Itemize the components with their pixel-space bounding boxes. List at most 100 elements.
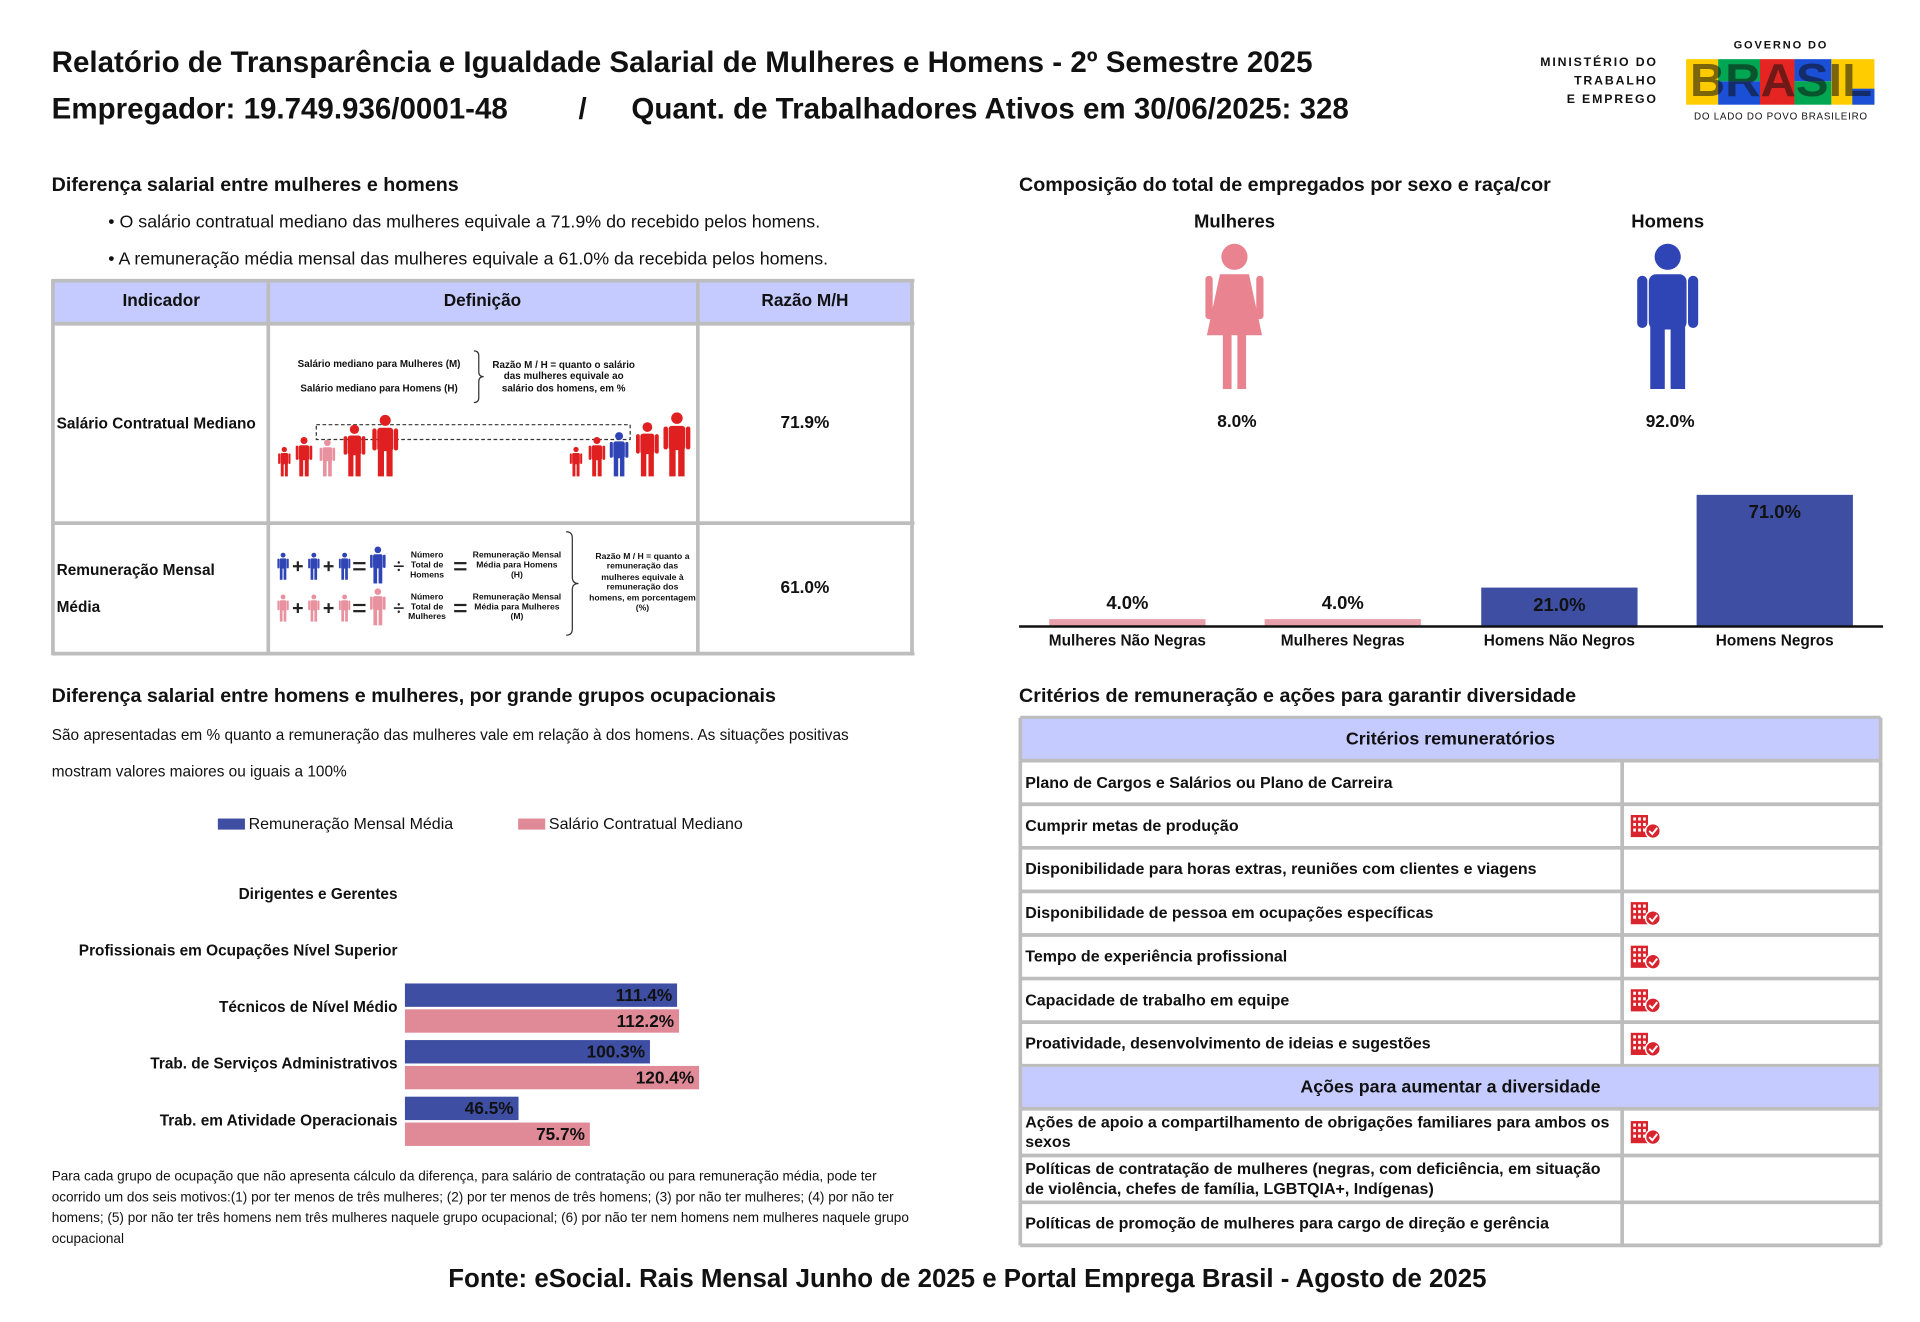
ministry-logo-text: TRABALHO — [1574, 74, 1658, 88]
icon-badge — [1644, 953, 1662, 970]
icon-window — [1643, 1040, 1646, 1044]
logo-block — [1794, 81, 1832, 105]
separator: / — [578, 93, 586, 126]
icon-leg — [304, 459, 309, 477]
employer: Empregador: 19.749.936/0001-48 — [52, 93, 508, 126]
indicator-box: Salário Contratual Mediano — [57, 324, 266, 523]
icon-tick — [1648, 1133, 1658, 1142]
criterion-label-box: Proatividade, desenvolvimento de ideias … — [1025, 1022, 1616, 1066]
icon-window — [1643, 828, 1646, 832]
icon-leg — [341, 609, 345, 622]
icon-window — [1643, 1035, 1646, 1039]
criterion-label: Tempo de experiência profissional — [1025, 946, 1288, 966]
icon-arm — [654, 434, 659, 454]
category-label: Homens Não Negros — [1484, 632, 1635, 649]
icon-arm — [370, 596, 373, 610]
icon-body — [591, 445, 603, 461]
indicator-wrap: Salário Contratual Mediano — [57, 324, 266, 523]
icon-head — [349, 424, 360, 434]
criterion-label-box: Ações de apoio a compartilhamento de obr… — [1025, 1109, 1616, 1156]
icon-tick — [1648, 1001, 1658, 1010]
icon-head — [311, 594, 317, 600]
definition-text-box: Remuneração Mensal Média para Homens (H) — [473, 551, 562, 579]
icon-window — [1643, 822, 1646, 827]
icon-body — [347, 435, 362, 456]
bar — [404, 1065, 700, 1090]
column-header: Indicador — [122, 290, 200, 310]
icon-leg — [322, 460, 327, 477]
check-icon — [1630, 814, 1662, 840]
check-icon — [1630, 989, 1662, 1014]
footnote: Para cada grupo de ocupação que não apre… — [51, 1169, 909, 1247]
section-title: Diferença salarial entre homens e mulher… — [52, 685, 776, 707]
icon-head — [379, 414, 391, 426]
divide-dot — [397, 561, 400, 564]
icon-body — [279, 600, 287, 611]
icon-body — [341, 558, 349, 569]
category-label: Dirigentes e Gerentes — [239, 886, 398, 903]
icon-window — [1638, 948, 1641, 952]
criterion-label-wrap: Plano de Cargos e Salários ou Plano de C… — [1025, 761, 1616, 805]
criterion-label-wrap: Políticas de promoção de mulheres para c… — [1025, 1202, 1616, 1245]
section-title: Composição do total de empregados por se… — [1019, 174, 1551, 196]
person-icon — [588, 437, 606, 477]
category-label: Profissionais em Ocupações Nível Superio… — [79, 943, 398, 960]
divide-dot — [397, 603, 400, 606]
definition-text: Razão M / H = quanto o salário das mulhe… — [492, 359, 635, 394]
section-title: Diferença salarial entre mulheres e home… — [52, 174, 459, 196]
criterion-label: Cumprir metas de produção — [1025, 816, 1239, 835]
person-icon — [370, 588, 386, 626]
icon-body — [572, 453, 580, 465]
icon-head — [342, 594, 348, 600]
bullet: • A remuneração média mensal das mulhere… — [108, 248, 828, 268]
criterion-label: Disponibilidade para horas extras, reuni… — [1025, 859, 1537, 879]
category-label: Trab. de Serviços Administrativos — [150, 1056, 397, 1073]
criterion-label-wrap: Capacidade de trabalho em equipe — [1025, 979, 1616, 1023]
icon-arm — [588, 445, 592, 460]
divide-dot — [397, 610, 400, 613]
icon-body — [322, 447, 333, 462]
icon-window — [1633, 1040, 1636, 1044]
icon-leg — [377, 449, 384, 477]
bar-value-label: 120.4% — [636, 1067, 694, 1087]
icon-head — [324, 439, 331, 447]
icon-arm — [370, 554, 373, 568]
icon-arm — [569, 453, 572, 464]
legend-label: Salário Contratual Mediano — [549, 816, 743, 833]
bar-value-label: 4.0% — [1106, 592, 1148, 613]
definition-text-wrap: Número Total de Homens — [405, 545, 449, 587]
icon-leg — [314, 567, 318, 580]
icon-window — [1633, 953, 1636, 957]
icon-arm — [663, 426, 668, 450]
icon-arm — [308, 558, 311, 569]
criterion-label-wrap: Proatividade, desenvolvimento de ideias … — [1025, 1022, 1616, 1066]
category-label: Trab. em Atividade Operacionais — [160, 1112, 398, 1129]
person-icon — [663, 412, 691, 477]
icon-arm — [288, 453, 291, 464]
bar — [404, 1096, 519, 1121]
bar-value-label: 112.2% — [617, 1011, 674, 1031]
person-icon — [277, 594, 289, 622]
icon-window — [1638, 904, 1641, 908]
criterion-label-box: Capacidade de trabalho em equipe — [1025, 979, 1616, 1023]
icon-window — [1633, 915, 1636, 919]
icon-leg — [373, 567, 378, 584]
icon-window — [1638, 991, 1641, 995]
group-heading: Ações para aumentar a diversidade — [1300, 1077, 1600, 1097]
icon-window — [1643, 1134, 1646, 1138]
icon-window — [1643, 1123, 1646, 1127]
criterion-label-wrap: Ações de apoio a compartilhamento de obr… — [1025, 1109, 1616, 1156]
check-icon — [1630, 945, 1662, 970]
icon-leg — [279, 609, 283, 622]
icon-window — [1633, 948, 1636, 952]
icon-head — [1654, 243, 1681, 270]
criterion-label-wrap: Cumprir metas de produção — [1025, 804, 1616, 848]
person-icon — [372, 414, 399, 477]
bar — [404, 1009, 680, 1033]
criterion-label-wrap: Disponibilidade de pessoa em ocupações e… — [1025, 891, 1616, 935]
category-label: Mulheres Não Negras — [1049, 632, 1206, 649]
criterion-label-box: Tempo de experiência profissional — [1025, 946, 1288, 966]
indicator: Salário Contratual Mediano — [56, 414, 256, 433]
